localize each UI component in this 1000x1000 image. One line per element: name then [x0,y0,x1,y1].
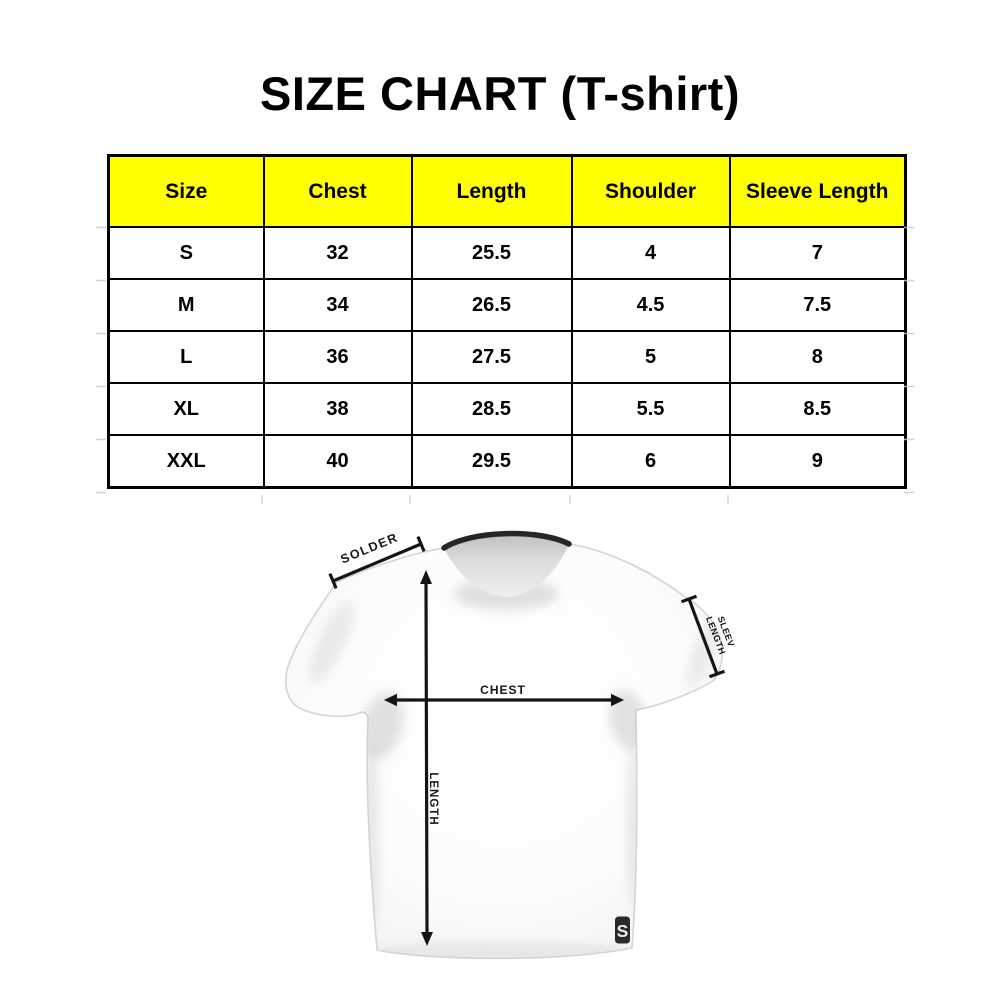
table-cell: 29.5 [410,434,573,489]
table-header-row: Size Chest Length Shoulder Sleeve Length [107,154,907,228]
logo-letter: S [617,921,629,941]
table-row: M 34 26.5 4.5 7.5 [107,278,907,332]
table-cell: 6 [570,434,731,489]
table-cell: 4 [570,226,731,280]
table-cell: 32 [262,226,413,280]
table-cell: 27.5 [410,330,573,384]
table-cell: 40 [262,434,413,489]
table-cell: 9 [728,434,907,489]
table-cell: 5 [570,330,731,384]
column-header: Length [410,154,573,228]
column-header: Shoulder [570,154,731,228]
table-cell: S [107,226,265,280]
chest-dimension-arrow: CHEST [384,683,624,707]
size-table: Size Chest Length Shoulder Sleeve Length S 32… [107,154,907,489]
table-cell: 7 [728,226,907,280]
collar-band [441,530,572,551]
length-dimension-arrow: LENGTH [420,570,439,946]
chest-label: CHEST [480,683,526,697]
table-cell: 34 [262,278,413,332]
column-header: Size [107,154,265,228]
column-header: Chest [262,154,413,228]
length-label: LENGTH [427,772,439,825]
table-cell: 5.5 [570,382,731,436]
table-cell: 4.5 [570,278,731,332]
table-cell: 38 [262,382,413,436]
table-cell: 8 [728,330,907,384]
table-cell: 25.5 [410,226,573,280]
table-cell: M [107,278,265,332]
page-title: SIZE CHART (T-shirt) [260,67,740,120]
table-row: XXL 40 29.5 6 9 [107,434,907,489]
table-cell: XXL [107,434,265,489]
table-cell: L [107,330,265,384]
table-cell: 28.5 [410,382,573,436]
column-header: Sleeve Length [728,154,907,228]
table-cell: XL [107,382,265,436]
neck-opening [444,534,569,597]
table-cell: 36 [262,330,413,384]
table-cell: 7.5 [728,278,907,332]
table-cell: 26.5 [410,278,573,332]
table-row: XL 38 28.5 5.5 8.5 [107,382,907,436]
hem-logo-tag: S [615,916,630,944]
size-table-body: S 32 25.5 4 7 M 34 26.5 4.5 7.5 L 36 27.5 5 8 XL 38 28.5 5… [107,226,907,489]
table-row: S 32 25.5 4 7 [107,226,907,280]
table-row: L 36 27.5 5 8 [107,330,907,384]
gridline-artifacts [96,226,914,504]
table-cell: 8.5 [728,382,907,436]
